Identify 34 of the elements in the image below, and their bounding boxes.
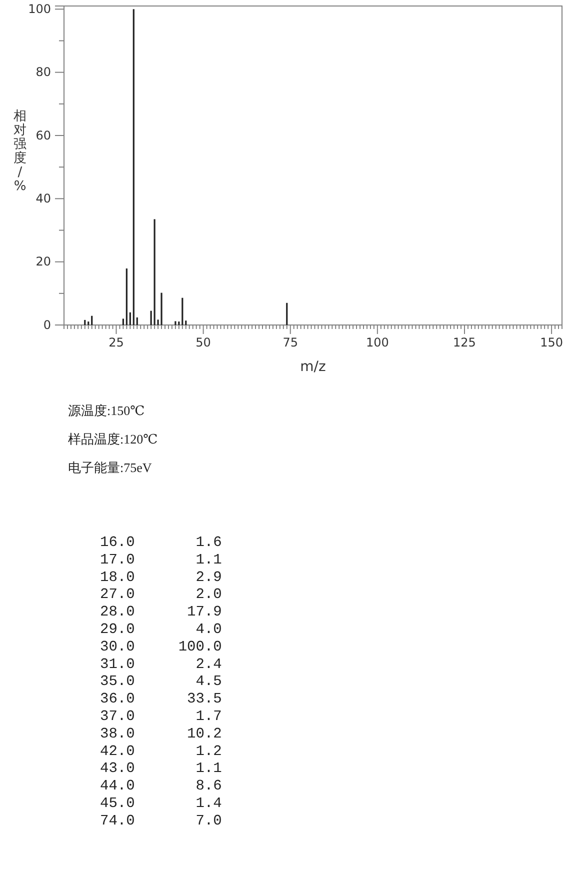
text: 27.0 2.0 — [100, 587, 222, 604]
y-axis-title: 相对强度/% — [14, 109, 26, 194]
text: 31.0 2.4 — [100, 656, 222, 673]
text: 45.0 1.4 — [100, 796, 222, 812]
text: 42.0 1.2 — [100, 744, 222, 760]
y-tick-label: 80 — [36, 65, 51, 80]
x-axis-title: m/z — [300, 359, 326, 375]
x-tick-label: 50 — [196, 336, 211, 350]
text: 30.0 100.0 — [100, 639, 222, 656]
text: 18.0 2.9 — [100, 570, 222, 586]
text: 43.0 1.1 — [100, 761, 222, 778]
text: 电子能量:75eV — [68, 460, 152, 475]
y-tick-label: 20 — [36, 254, 51, 269]
x-tick-label: 100 — [366, 336, 389, 350]
text: 38.0 10.2 — [100, 726, 222, 742]
text: 36.0 33.5 — [100, 692, 222, 708]
y-tick-label: 100 — [28, 2, 51, 16]
text: 样品温度:120℃ — [68, 432, 158, 446]
y-tick-label: 60 — [36, 128, 51, 142]
text: 28.0 17.9 — [100, 604, 222, 621]
y-tick-label: 40 — [36, 192, 51, 206]
y-tick-label: 0 — [43, 318, 51, 332]
text: 源温度:150℃ — [68, 403, 145, 418]
text: 29.0 4.0 — [100, 622, 222, 638]
x-tick-label: 25 — [108, 336, 124, 350]
text: 44.0 8.6 — [100, 778, 222, 795]
x-tick-label: 75 — [282, 336, 298, 350]
text: 37.0 1.7 — [100, 709, 222, 725]
x-tick-label: 150 — [540, 336, 564, 350]
text: 17.0 1.1 — [100, 552, 222, 568]
x-tick-label: 125 — [453, 336, 476, 350]
text: 35.0 4.5 — [100, 674, 222, 690]
text: 16.0 1.6 — [100, 535, 222, 551]
text: 74.0 7.0 — [100, 813, 222, 830]
